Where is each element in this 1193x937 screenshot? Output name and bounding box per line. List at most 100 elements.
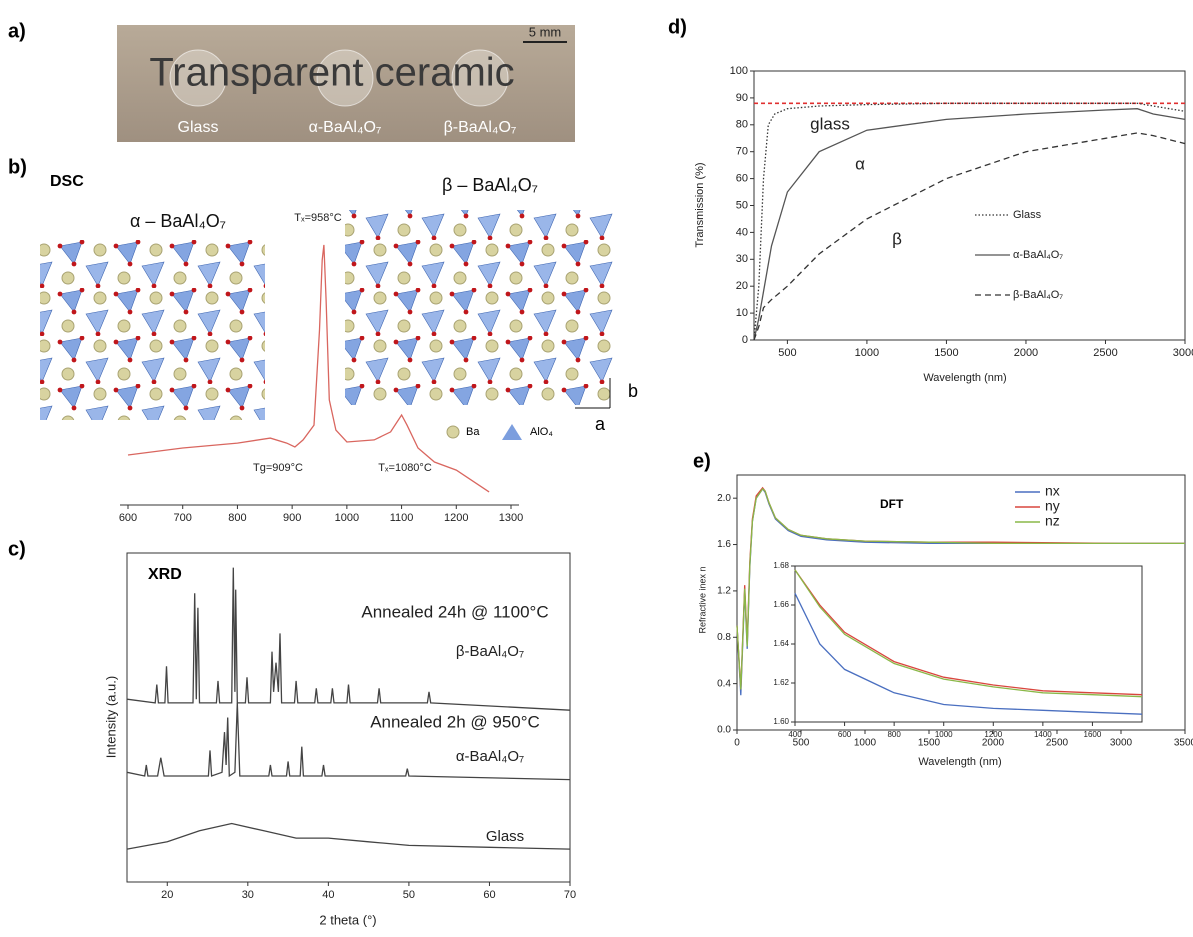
y-axis-title: Intensity (a.u.): [103, 676, 118, 758]
y-tick-label: 0.0: [717, 725, 731, 736]
photo-text: Transparent ceramic: [149, 51, 514, 95]
y-tick-label: 50: [736, 199, 748, 211]
alpha-structure: [40, 240, 265, 420]
panel-label: c): [8, 538, 26, 560]
sample-label: Glass: [178, 119, 219, 136]
structure-label: β – BaAl₄O₇: [442, 175, 538, 195]
x-tick-label: 2000: [982, 738, 1005, 749]
y-tick-label: 1.2: [717, 586, 731, 597]
y-tick-label: 60: [736, 173, 748, 185]
chart: 05001000150020002500300035000.00.40.81.2…: [697, 474, 1193, 768]
axis-b-label: b: [628, 381, 638, 401]
y-tick-label: 40: [736, 226, 748, 238]
y-tick-label: 0.8: [717, 632, 731, 643]
y-tick-label: 1.66: [773, 600, 789, 609]
y-tick-label: 70: [736, 146, 748, 158]
x-tick-label: 1100: [390, 512, 414, 524]
legend-label: AlO₄: [530, 426, 553, 438]
x-tick-label: 30: [242, 889, 254, 901]
legend-label: β-BaAl₄O₇: [1013, 289, 1063, 301]
chart-title: DFT: [880, 497, 904, 511]
chart-title: XRD: [148, 566, 182, 583]
x-tick-label: 1300: [499, 512, 523, 524]
y-axis-title: Refractive inex n: [697, 566, 707, 633]
annotation: β: [892, 229, 902, 248]
x-tick-label: 3000: [1173, 347, 1193, 359]
series-line: [753, 108, 1186, 341]
series-line: [753, 132, 1186, 341]
x-tick-label: 1000: [854, 738, 877, 749]
legend-label: nx: [1045, 483, 1060, 499]
annotation: Tₓ=1080°C: [378, 462, 432, 474]
sample-disk: [451, 49, 509, 107]
x-axis-title: Wavelength (nm): [923, 372, 1006, 384]
x-tick-label: 500: [778, 347, 796, 359]
series-line: [794, 569, 1143, 698]
panel-label: b): [8, 156, 27, 178]
series-line: [126, 702, 571, 781]
x-tick-label: 1000: [335, 512, 359, 524]
x-tick-label: 60: [483, 889, 495, 901]
annotation: Tg=909°C: [253, 462, 303, 474]
y-tick-label: 1.6: [717, 539, 731, 550]
y-tick-label: 0: [742, 334, 748, 346]
y-tick-label: 30: [736, 253, 748, 265]
legend-label: Ba: [466, 426, 480, 438]
plot-frame: [753, 70, 1186, 341]
plot-frame: [126, 552, 571, 883]
x-tick-label: 2500: [1093, 347, 1117, 359]
y-tick-label: 80: [736, 119, 748, 131]
x-tick-label: 1000: [855, 347, 879, 359]
series-line: [127, 244, 490, 493]
inset-background: [795, 566, 1142, 722]
x-tick-label: 40: [322, 889, 334, 901]
y-tick-label: 100: [730, 65, 748, 77]
annotation: Annealed 24h @ 1100°C: [361, 602, 548, 621]
plot-frame: [736, 474, 1186, 731]
x-tick-label: 0: [734, 738, 740, 749]
x-tick-label: 700: [174, 512, 192, 524]
annotation: Annealed 2h @ 950°C: [370, 712, 540, 731]
y-tick-label: 20: [736, 280, 748, 292]
y-tick-label: 1.64: [773, 639, 789, 648]
x-tick-label: 400: [788, 730, 802, 739]
beta-structure: [345, 210, 615, 405]
y-tick-label: 2.0: [717, 493, 731, 504]
series-label: Glass: [486, 828, 524, 845]
legend-label: α-BaAl₄O₇: [1013, 249, 1063, 261]
series-line: [794, 569, 1143, 696]
panel-label: e): [693, 450, 711, 472]
chart: 400 600 800 1000 1200 1400 1600 1.60 1.62 1.64 1.6…: [773, 561, 1143, 739]
alo4-legend-icon: [502, 424, 522, 440]
x-tick-label: 2500: [1046, 738, 1069, 749]
legend-label: ny: [1045, 498, 1060, 514]
x-tick-label: 1500: [934, 347, 958, 359]
panel-label: a): [8, 20, 26, 42]
charts: 600 700 800 900 1000 1100 1200 1300DSCTₓ=958°CT…: [50, 65, 1193, 928]
sample-label: α-BaAl₄O₇: [309, 119, 382, 136]
ba-legend-icon: [446, 425, 460, 439]
x-tick-label: 1500: [918, 738, 941, 749]
chart: 500 1000 1500 2000 2500 3000 0 10 20 30 40 50 60 70 80…: [694, 65, 1193, 384]
series-line: [753, 102, 1186, 341]
annotation: α: [855, 154, 865, 173]
y-tick-label: 1.60: [773, 717, 789, 726]
series-line: [126, 822, 571, 850]
x-tick-label: 2000: [1014, 347, 1038, 359]
scale-bar-label: 5 mm: [529, 24, 562, 39]
legend-label: Glass: [1013, 209, 1042, 221]
x-tick-label: 800: [887, 730, 901, 739]
y-tick-label: 0.4: [717, 678, 731, 689]
chart: 600 700 800 900 1000 1100 1200 1300 DSC Tₓ=958°C T…: [50, 173, 523, 524]
x-tick-label: 1200: [444, 512, 468, 524]
x-tick-label: 1000: [935, 730, 953, 739]
y-tick-label: 1.68: [773, 561, 789, 570]
y-tick-label: 90: [736, 92, 748, 104]
y-tick-label: 10: [736, 307, 748, 319]
x-tick-label: 50: [403, 889, 415, 901]
axis-a-label: a: [595, 414, 606, 434]
series-line: [794, 593, 1143, 715]
x-tick-label: 20: [161, 889, 173, 901]
